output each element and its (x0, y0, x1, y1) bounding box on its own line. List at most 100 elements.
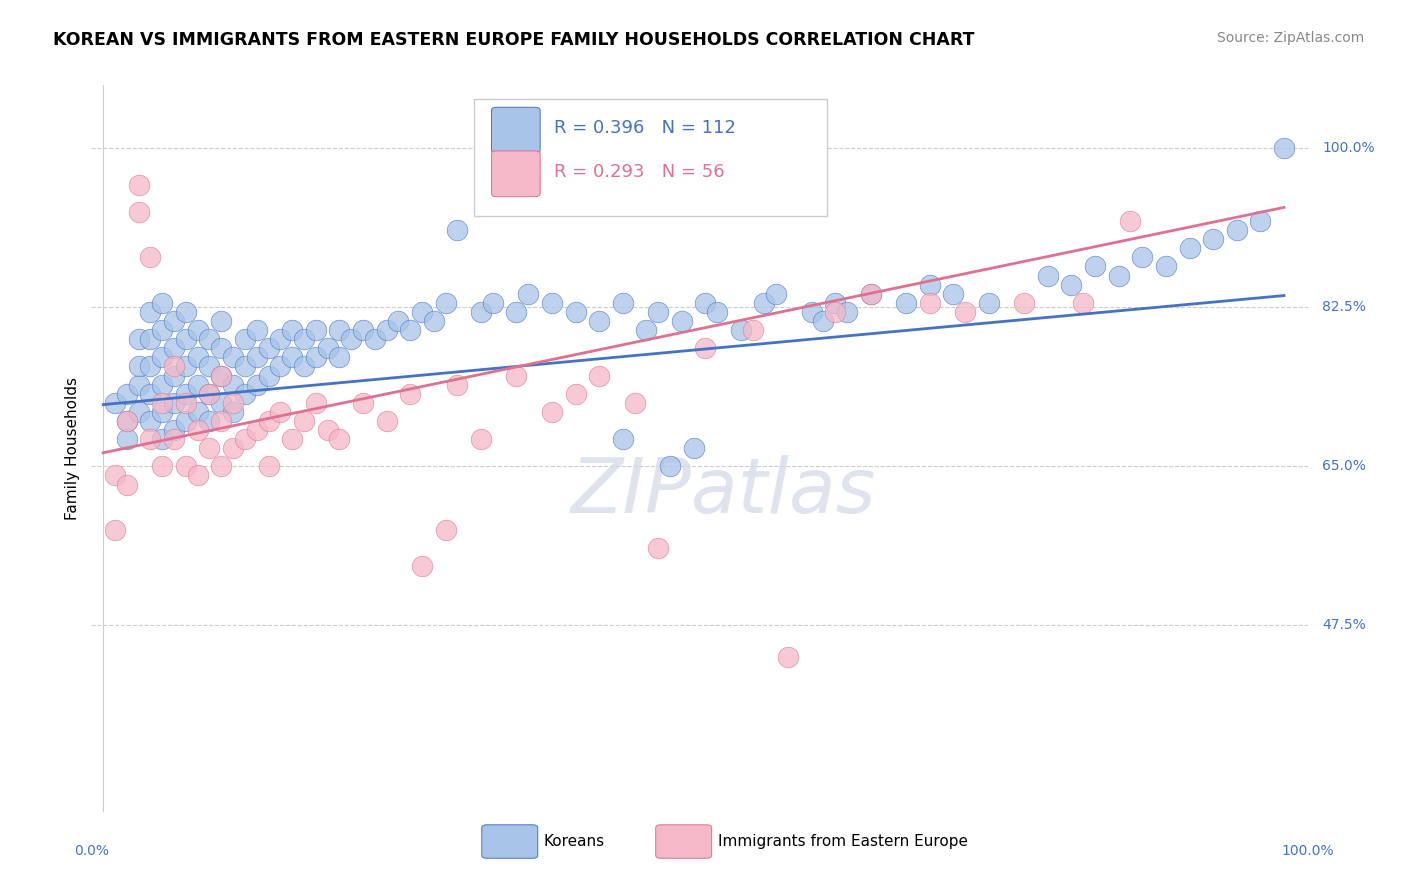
Point (222, 396, 245, 410)
Point (859, 286, 882, 301)
Point (434, 523, 457, 537)
Point (340, 332, 363, 346)
Text: 100.0%: 100.0% (1281, 845, 1334, 858)
Point (150, 396, 173, 410)
Point (741, 323, 763, 337)
Point (671, 314, 693, 328)
Point (209, 368, 232, 383)
Point (222, 351, 245, 365)
Point (706, 305, 728, 319)
Point (209, 459, 232, 474)
Point (163, 314, 186, 328)
Point (128, 178, 150, 192)
Point (411, 305, 433, 319)
Point (647, 541, 669, 556)
Point (174, 359, 197, 374)
Point (187, 423, 209, 437)
Point (918, 277, 941, 292)
Y-axis label: Family Households: Family Households (65, 376, 80, 520)
Point (174, 332, 197, 346)
Point (174, 386, 197, 401)
Point (150, 296, 173, 310)
Point (139, 359, 162, 374)
Point (198, 442, 221, 455)
Point (695, 296, 717, 310)
Point (659, 459, 682, 474)
Point (505, 305, 527, 319)
Point (222, 442, 245, 455)
Point (482, 296, 505, 310)
Point (281, 351, 304, 365)
Point (128, 205, 150, 219)
Point (198, 332, 221, 346)
Point (894, 296, 917, 310)
Point (328, 323, 350, 337)
Point (150, 459, 173, 474)
Point (942, 286, 965, 301)
Point (233, 386, 256, 401)
Point (198, 386, 221, 401)
Point (1272, 141, 1295, 155)
Point (446, 223, 468, 237)
Point (139, 414, 162, 428)
Point (209, 414, 232, 428)
Point (364, 332, 387, 346)
Point (163, 368, 186, 383)
Point (163, 341, 186, 355)
Point (269, 359, 291, 374)
FancyBboxPatch shape (474, 99, 827, 216)
Point (115, 432, 138, 446)
Point (541, 405, 564, 419)
Point (187, 468, 209, 483)
Point (800, 305, 823, 319)
Point (352, 396, 374, 410)
Point (813, 314, 835, 328)
Point (139, 305, 162, 319)
Point (257, 459, 280, 474)
Point (564, 305, 586, 319)
Point (115, 386, 138, 401)
Point (233, 359, 256, 374)
Point (859, 286, 882, 301)
Point (446, 377, 468, 392)
Point (163, 359, 186, 374)
Point (269, 332, 291, 346)
FancyBboxPatch shape (492, 107, 540, 153)
Point (246, 377, 269, 392)
Point (305, 323, 328, 337)
Point (824, 296, 846, 310)
Point (150, 323, 173, 337)
Point (174, 396, 197, 410)
Point (163, 396, 186, 410)
Point (257, 341, 280, 355)
Point (174, 459, 197, 474)
Point (150, 405, 173, 419)
Point (174, 305, 197, 319)
Point (163, 423, 186, 437)
Point (222, 377, 245, 392)
Point (115, 414, 138, 428)
FancyBboxPatch shape (655, 825, 711, 858)
Point (316, 423, 339, 437)
Point (434, 296, 457, 310)
Point (399, 386, 422, 401)
Point (128, 359, 150, 374)
Point (824, 305, 846, 319)
Point (423, 314, 446, 328)
Point (292, 414, 315, 428)
Text: 100.0%: 100.0% (1322, 141, 1375, 155)
Text: R = 0.293   N = 56: R = 0.293 N = 56 (554, 163, 724, 181)
FancyBboxPatch shape (492, 151, 540, 197)
Point (588, 314, 610, 328)
Point (104, 468, 127, 483)
Point (139, 432, 162, 446)
Point (470, 432, 492, 446)
Point (682, 442, 704, 455)
Point (128, 405, 150, 419)
Text: 0.0%: 0.0% (75, 845, 108, 858)
Text: 82.5%: 82.5% (1322, 301, 1367, 314)
Point (209, 368, 232, 383)
Point (505, 368, 527, 383)
Point (754, 296, 776, 310)
Point (198, 359, 221, 374)
